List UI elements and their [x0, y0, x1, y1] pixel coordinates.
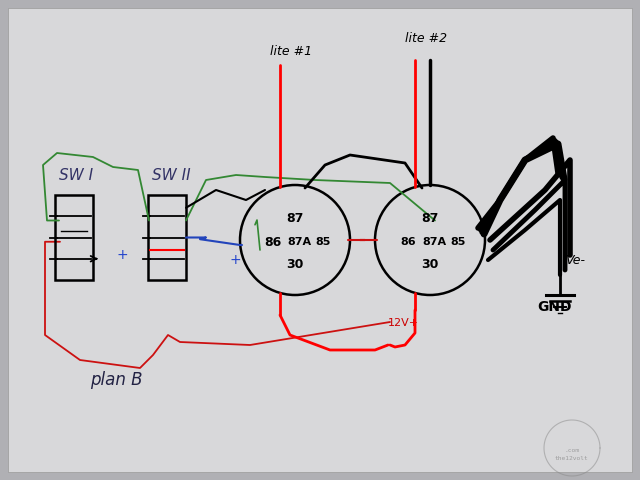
Text: 30: 30: [286, 259, 304, 272]
Text: 12V+: 12V+: [388, 318, 419, 328]
Bar: [148, 195, 186, 280]
Text: Ve-: Ve-: [565, 253, 585, 266]
Text: +: +: [229, 253, 241, 267]
Polygon shape: [8, 8, 632, 472]
Text: 85: 85: [316, 237, 331, 247]
Text: 87A: 87A: [287, 237, 311, 247]
Text: 87A: 87A: [422, 237, 446, 247]
Text: 87: 87: [286, 212, 304, 225]
Text: +: +: [116, 248, 128, 262]
Text: SW II: SW II: [152, 168, 191, 182]
Text: SW I: SW I: [59, 168, 93, 182]
Text: GND: GND: [538, 300, 572, 314]
Text: 86: 86: [264, 236, 282, 249]
Text: lite #2: lite #2: [405, 32, 447, 45]
Bar: [55, 195, 93, 280]
Text: lite #1: lite #1: [270, 45, 312, 58]
Text: 86: 86: [400, 237, 416, 247]
Text: 30: 30: [421, 259, 438, 272]
Text: 85: 85: [451, 237, 466, 247]
Text: .com: .com: [564, 447, 579, 453]
Text: plan B: plan B: [90, 371, 143, 389]
Text: 87: 87: [421, 212, 438, 225]
Text: the12volt: the12volt: [555, 456, 589, 460]
